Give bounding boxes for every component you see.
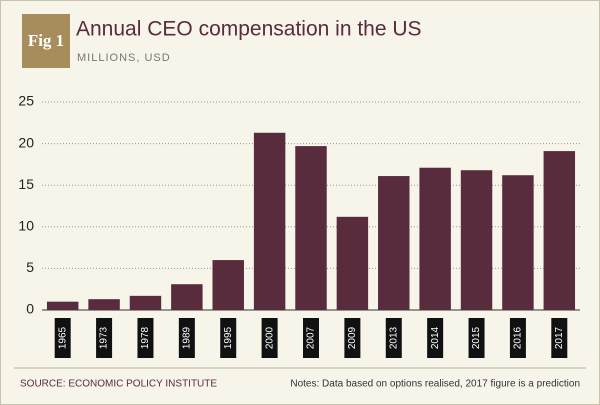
bar: [253, 132, 286, 310]
y-tick-label: 25: [18, 93, 34, 109]
bar: [295, 146, 327, 310]
x-label-box: [96, 318, 113, 358]
bar: [502, 175, 534, 310]
y-tick-label: 0: [26, 301, 34, 317]
x-label-box: [427, 318, 444, 358]
x-label-box: [509, 318, 526, 358]
chart-subtitle: MILLIONS, USD: [77, 52, 171, 64]
source: SOURCE: ECONOMIC POLICY INSTITUTE: [20, 379, 217, 390]
y-tick-label: 10: [18, 218, 34, 234]
bar: [212, 260, 244, 310]
x-tick-label: 2017: [554, 326, 565, 349]
x-tick-label: 2007: [306, 326, 317, 349]
x-label-box: [261, 318, 278, 358]
x-tick-label: 2013: [388, 326, 399, 349]
x-label-box: [385, 318, 402, 358]
x-tick-label: 1973: [99, 326, 110, 349]
x-label-box: [137, 318, 154, 358]
x-tick-label: 2009: [347, 326, 358, 349]
bar: [88, 299, 120, 310]
x-tick-label: 2014: [430, 326, 441, 349]
bar: [171, 284, 203, 310]
x-label-box: [344, 318, 361, 358]
bar: [129, 295, 162, 310]
x-label-box: [468, 318, 485, 358]
x-label-box: [178, 318, 195, 358]
x-tick-label: 1989: [181, 326, 192, 349]
notes: Notes: Data based on options realised, 2…: [290, 379, 580, 390]
x-tick-label: 1978: [140, 326, 151, 349]
x-label-box: [551, 318, 568, 358]
bar: [419, 167, 451, 310]
x-tick-label: 1995: [223, 326, 234, 349]
x-tick-label: 2000: [264, 326, 275, 349]
bar: [336, 216, 369, 310]
x-tick-label: 1965: [57, 326, 68, 349]
y-tick-label: 15: [18, 176, 34, 192]
chart-title: Annual CEO compensation in the US: [76, 18, 422, 41]
x-label-box: [220, 318, 237, 358]
y-tick-label: 5: [26, 259, 34, 275]
x-tick-label: 2015: [471, 326, 482, 349]
bar: [378, 176, 410, 310]
bar: [460, 170, 493, 310]
x-tick-label: 2016: [513, 326, 524, 349]
badge: Fig 1: [28, 31, 64, 50]
x-label-box: [54, 318, 71, 358]
bar: [46, 301, 79, 310]
x-label-box: [303, 318, 319, 358]
badge-box: [22, 14, 70, 68]
y-tick-label: 20: [18, 134, 34, 150]
bar: [543, 151, 576, 310]
